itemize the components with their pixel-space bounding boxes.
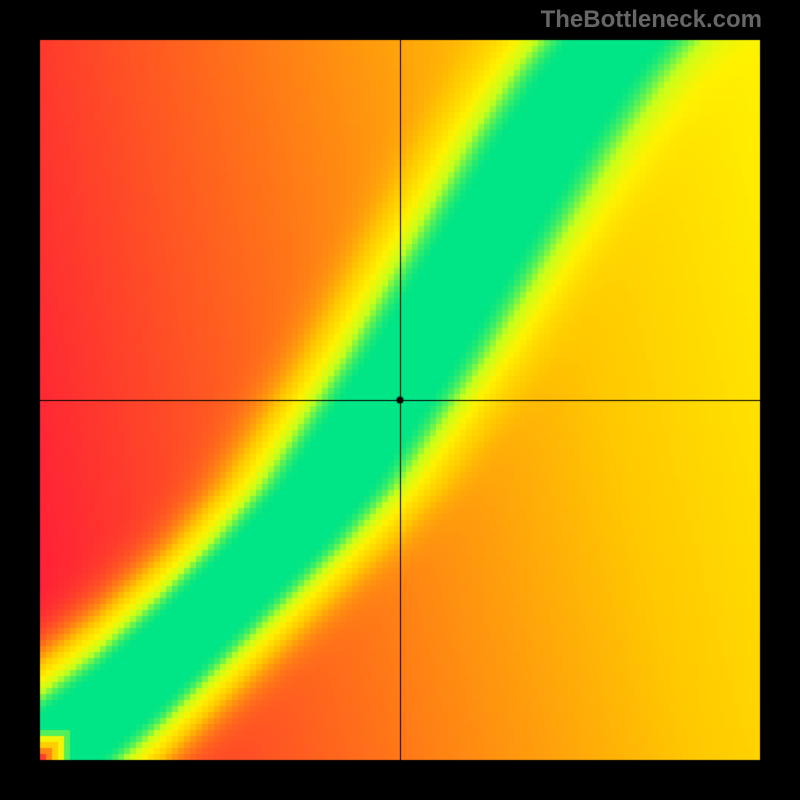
chart-container: TheBottleneck.com: [0, 0, 800, 800]
bottleneck-heatmap: [0, 0, 800, 800]
